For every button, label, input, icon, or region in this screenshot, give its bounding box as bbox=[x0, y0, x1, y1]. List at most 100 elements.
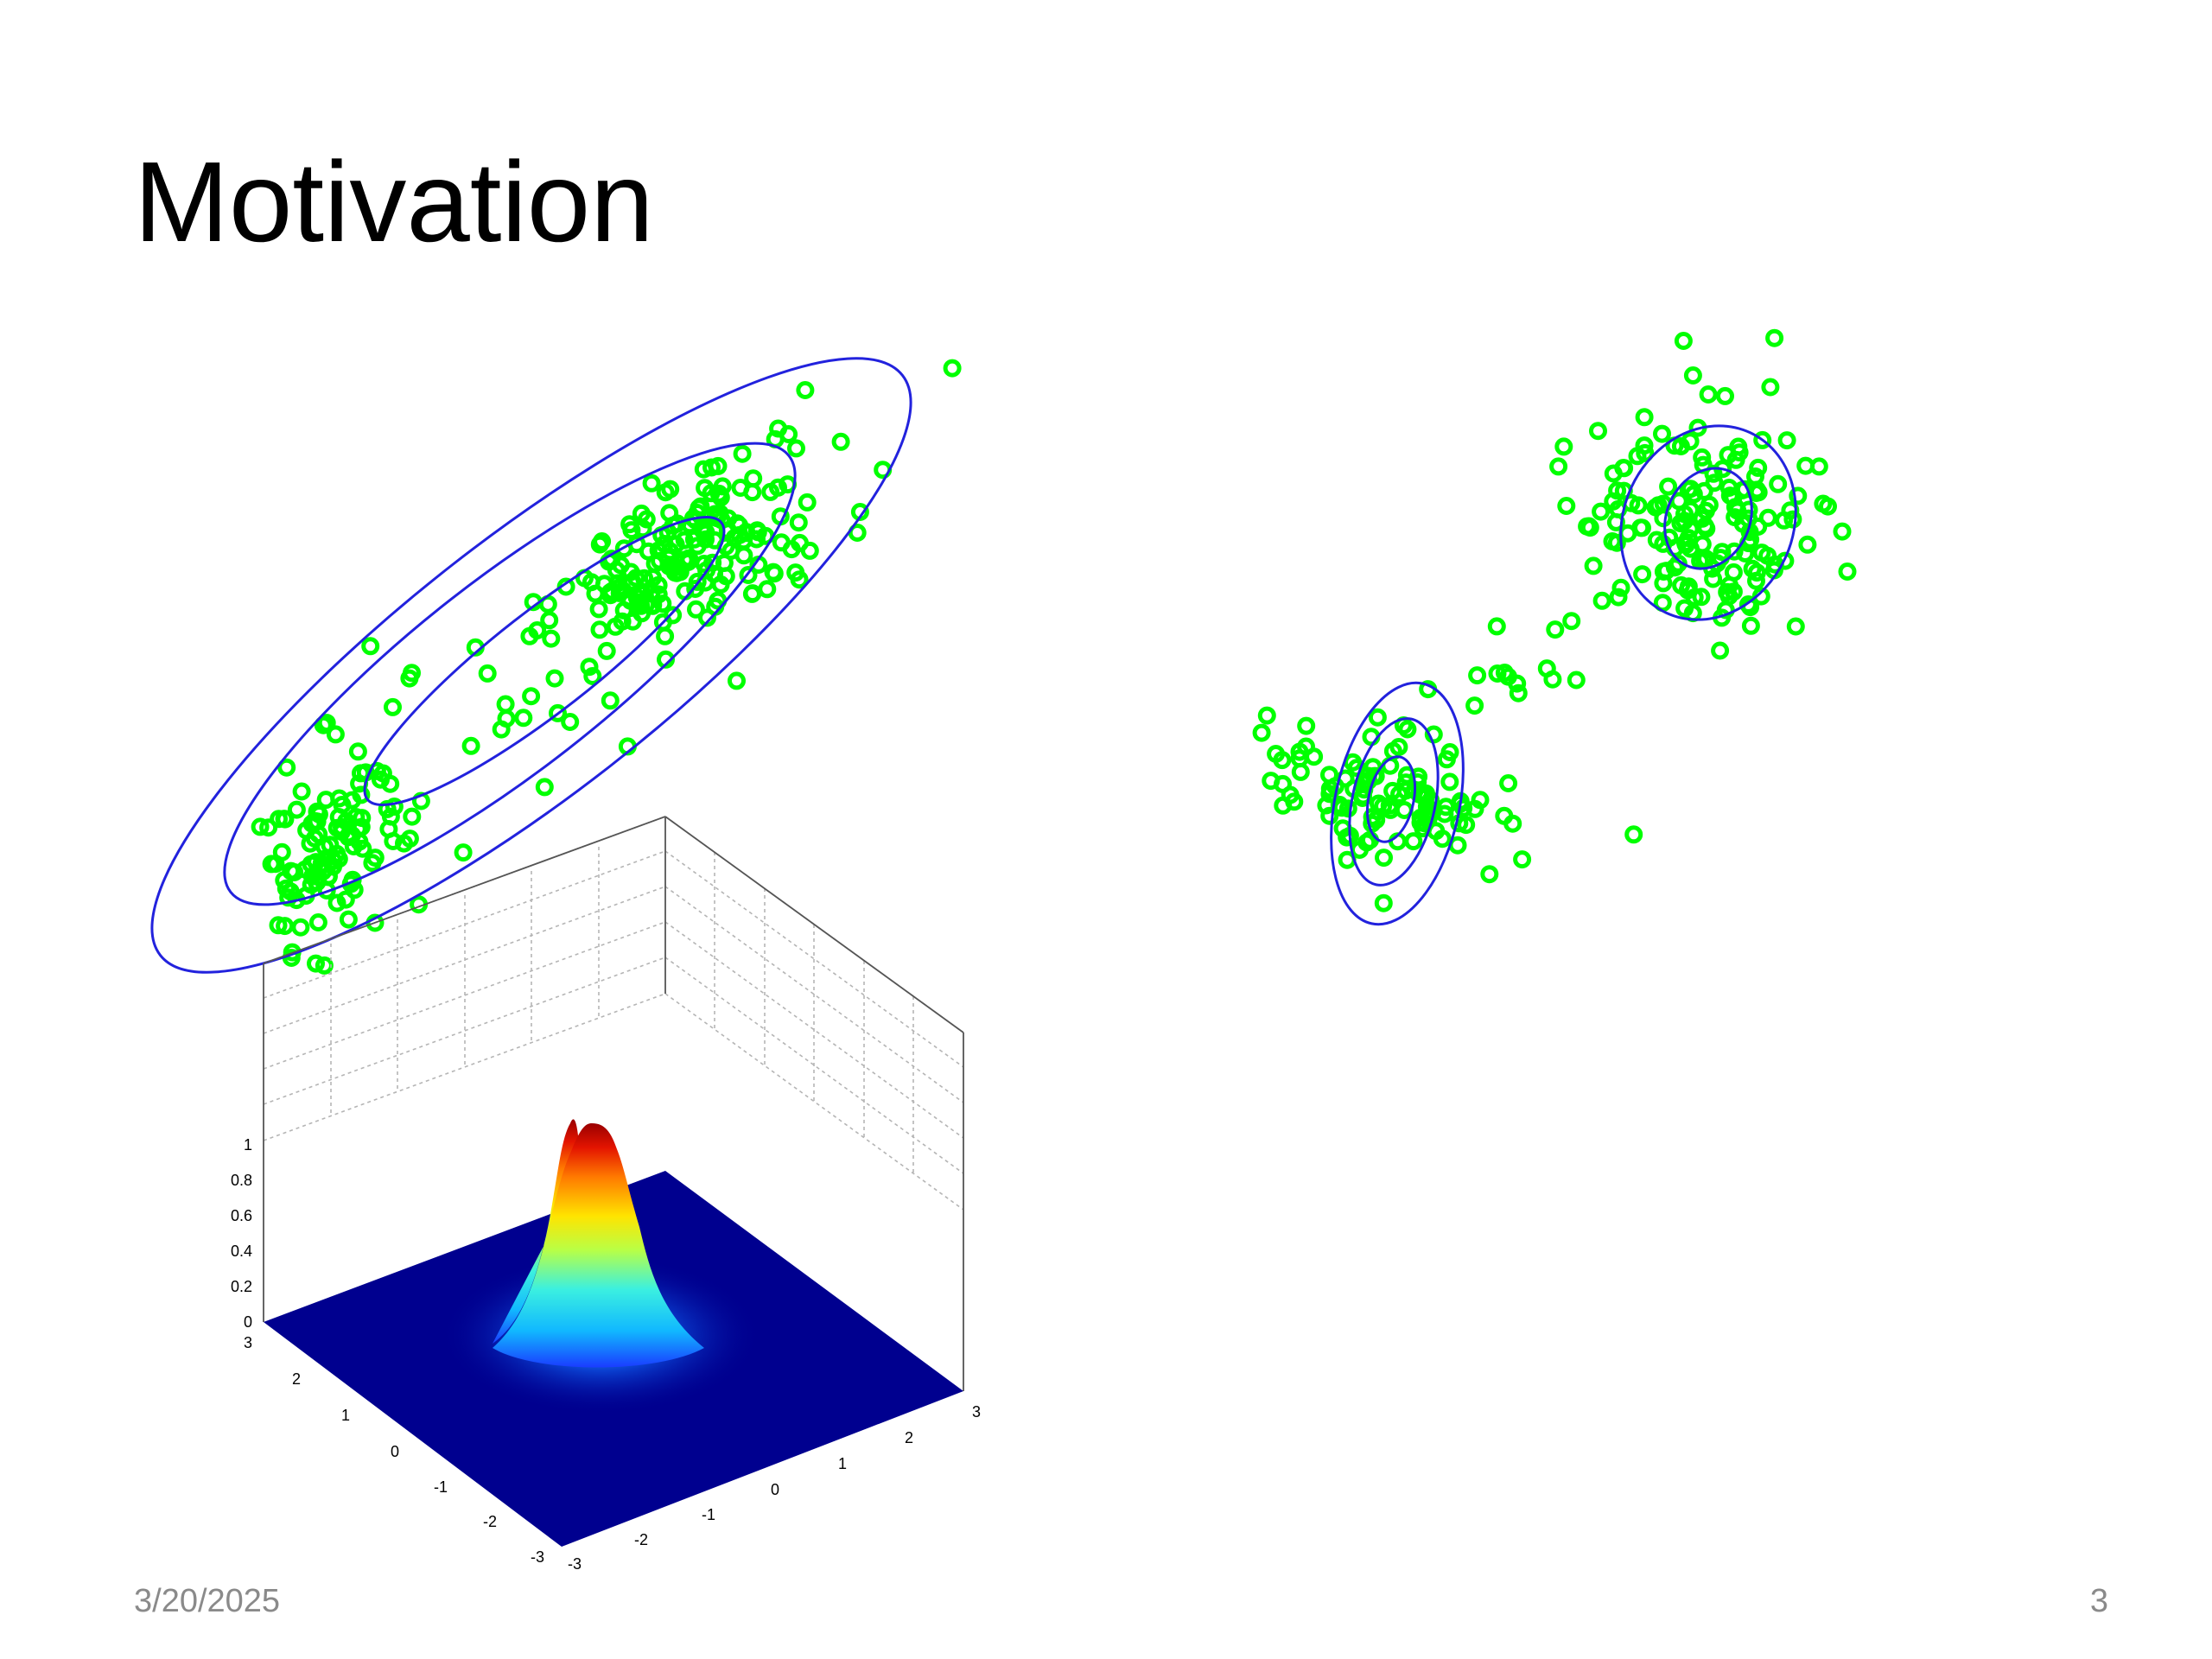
scatter-point bbox=[597, 641, 616, 660]
scatter-point bbox=[363, 854, 382, 873]
scatter-point bbox=[798, 493, 817, 512]
scatter-point bbox=[302, 855, 321, 874]
scatter-point bbox=[1495, 806, 1514, 825]
scatter-point bbox=[1758, 508, 1777, 527]
scatter-point bbox=[1753, 430, 1772, 449]
scatter-point bbox=[703, 553, 722, 572]
scatter-point bbox=[461, 736, 480, 755]
scatter-point bbox=[749, 556, 768, 574]
scatter-point bbox=[384, 832, 403, 850]
y-tick-neg3: -3 bbox=[531, 1548, 544, 1566]
scatter-point bbox=[716, 567, 735, 586]
scatter-point bbox=[1679, 529, 1698, 548]
scatter-point bbox=[326, 725, 345, 744]
scatter-point bbox=[639, 542, 658, 561]
scatter-point bbox=[649, 575, 668, 594]
scatter-point bbox=[1728, 501, 1747, 520]
scatter-point bbox=[623, 572, 642, 591]
scatter-point bbox=[345, 880, 364, 899]
scatter-point bbox=[285, 863, 304, 881]
z-tick-5: 1 bbox=[244, 1136, 252, 1154]
scatter-point bbox=[549, 703, 567, 722]
scatter-point bbox=[1257, 706, 1276, 725]
scatter-point bbox=[297, 821, 316, 840]
scatter-point bbox=[787, 439, 805, 458]
scatter-point bbox=[384, 697, 402, 716]
scatter-point bbox=[1713, 543, 1732, 562]
scatter-point bbox=[1297, 716, 1316, 735]
scatter-point bbox=[1468, 666, 1487, 685]
scatter-point bbox=[320, 867, 338, 886]
scatter-point bbox=[1508, 674, 1527, 693]
scatter-point bbox=[1351, 841, 1369, 859]
scatter-point bbox=[653, 594, 672, 613]
scatter-point bbox=[692, 519, 711, 538]
scatter-point bbox=[315, 956, 334, 975]
scatter-point bbox=[1609, 588, 1628, 607]
scatter-point bbox=[528, 621, 547, 639]
scatter-point bbox=[1618, 524, 1637, 543]
scatter-point bbox=[743, 483, 762, 502]
left-contour-middle bbox=[223, 442, 797, 906]
scatter-point bbox=[684, 530, 703, 549]
scatter-point bbox=[365, 913, 385, 932]
scatter-point bbox=[679, 549, 698, 568]
scatter-point bbox=[395, 834, 413, 853]
scatter-point bbox=[372, 770, 390, 789]
scatter-point bbox=[1783, 510, 1802, 529]
scatter-point bbox=[339, 828, 358, 847]
scatter-point bbox=[1741, 530, 1760, 549]
scatter-point bbox=[1414, 786, 1433, 805]
scatter-point bbox=[1751, 587, 1770, 606]
scatter-point bbox=[1695, 550, 1713, 569]
scatter-point bbox=[1741, 616, 1760, 635]
scatter-point bbox=[1614, 481, 1633, 500]
scatter-point bbox=[1624, 825, 1643, 844]
scatter-point bbox=[642, 474, 661, 493]
scatter-point bbox=[656, 483, 675, 502]
scatter-point bbox=[649, 585, 668, 604]
scatter-point bbox=[1608, 481, 1627, 500]
scatter-point bbox=[1584, 556, 1603, 575]
scatter-point bbox=[314, 861, 333, 880]
scatter-point bbox=[1796, 456, 1815, 475]
scatter-point bbox=[556, 577, 575, 596]
scatter-point bbox=[1654, 563, 1673, 581]
scatter-point bbox=[1330, 795, 1349, 814]
scatter-point bbox=[656, 626, 675, 645]
scatter-point bbox=[1410, 785, 1429, 804]
scatter-point bbox=[1380, 796, 1399, 815]
scatter-point bbox=[1671, 437, 1690, 455]
scatter-point bbox=[1603, 532, 1622, 550]
scatter-point bbox=[791, 533, 809, 552]
right-upper-contour-outer bbox=[1619, 424, 1797, 621]
scatter-point bbox=[680, 515, 699, 534]
scatter-point bbox=[1633, 565, 1652, 584]
scatter-point bbox=[636, 595, 655, 614]
scatter-point bbox=[1437, 798, 1455, 817]
scatter-point bbox=[667, 563, 686, 582]
scatter-point bbox=[1629, 496, 1648, 515]
scatter-point bbox=[733, 444, 752, 463]
scatter-point bbox=[341, 874, 360, 893]
scatter-point bbox=[270, 810, 289, 829]
scatter-point bbox=[1357, 833, 1376, 852]
scatter-point bbox=[652, 525, 671, 544]
scatter-point bbox=[1703, 559, 1722, 578]
scatter-point bbox=[664, 606, 683, 625]
scatter-point bbox=[637, 510, 656, 529]
scatter-point bbox=[696, 523, 715, 542]
scatter-point bbox=[1719, 587, 1738, 606]
scatter-point bbox=[709, 484, 728, 503]
scatter-point bbox=[1726, 508, 1745, 527]
y-tick-0: 0 bbox=[391, 1443, 399, 1460]
scatter-point bbox=[1694, 455, 1713, 474]
scatter-point bbox=[1681, 519, 1700, 538]
scatter-point bbox=[1654, 534, 1673, 553]
scatter-point bbox=[542, 629, 561, 648]
scatter-point bbox=[410, 895, 429, 914]
z-tick-0: 0 bbox=[244, 1313, 252, 1331]
scatter-point bbox=[1656, 562, 1675, 581]
scatter-point bbox=[1557, 497, 1576, 515]
scatter-point bbox=[686, 511, 705, 530]
